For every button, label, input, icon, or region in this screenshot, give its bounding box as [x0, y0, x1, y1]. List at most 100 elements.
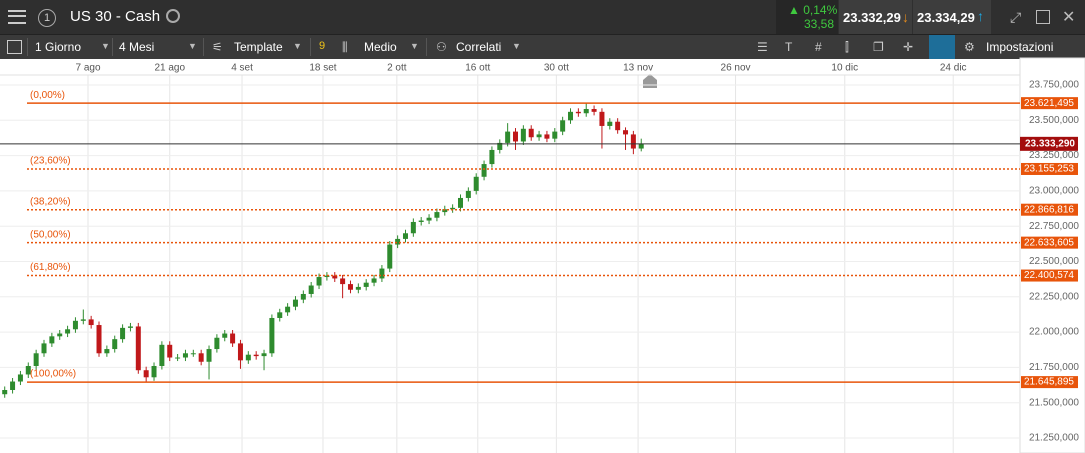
- candle-body: [135, 326, 141, 371]
- fib-value-label: 23.155,253: [1024, 164, 1074, 175]
- caret: ▼: [512, 41, 521, 51]
- change-box: ▲ 0,14% 33,58: [776, 0, 838, 34]
- fib-label: (38,20%): [30, 196, 71, 207]
- fib-label: (61,80%): [30, 262, 71, 273]
- candle-body: [520, 128, 526, 142]
- candle-body: [591, 109, 597, 112]
- search-button[interactable]: [166, 9, 180, 23]
- x-tick-label: 26 nov: [721, 63, 751, 74]
- indicator-tool[interactable]: ⫿: [845, 40, 849, 54]
- caret: ▼: [101, 41, 110, 51]
- candle-body: [167, 344, 173, 358]
- fib-label: (100,00%): [30, 369, 76, 380]
- x-tick-label: 16 ott: [465, 63, 490, 74]
- candle-body: [253, 354, 259, 357]
- crosshair-tool[interactable]: ✛: [903, 40, 914, 54]
- buy-arrow: ↑: [977, 8, 984, 24]
- candle-body: [434, 212, 440, 218]
- candle-body: [457, 197, 463, 208]
- candle-body: [513, 131, 519, 142]
- average-select[interactable]: Medio: [364, 40, 397, 54]
- candle-body: [481, 164, 487, 177]
- x-tick-label: 2 ott: [387, 63, 407, 74]
- candle-body: [575, 111, 581, 114]
- candle-body: [17, 374, 23, 382]
- symbol[interactable]: US 30 - Cash: [70, 8, 161, 25]
- now-marker: [643, 74, 657, 88]
- range-select[interactable]: 4 Mesi: [119, 40, 155, 54]
- candle-body: [402, 233, 408, 239]
- candle-body: [347, 284, 353, 290]
- candle-body: [615, 121, 621, 131]
- candle-body: [489, 149, 495, 165]
- candle-body: [528, 128, 534, 138]
- candle-body: [143, 370, 149, 378]
- candle-body: [230, 333, 236, 344]
- candle-body: [599, 111, 605, 126]
- last-price-tag: [1020, 136, 1078, 151]
- candle-body: [536, 134, 542, 138]
- copy-tool[interactable]: ❐: [873, 40, 884, 54]
- candle-body: [2, 389, 8, 395]
- caret: ▼: [188, 41, 197, 51]
- x-tick-label: 4 set: [231, 63, 253, 74]
- candle-body: [623, 130, 629, 135]
- candle-body: [261, 353, 267, 357]
- y-tick-label: 21.250,000: [1029, 433, 1079, 444]
- related-select[interactable]: Correlati: [456, 40, 502, 54]
- buy-button[interactable]: 23.334,29 ↑: [913, 0, 991, 34]
- candle-body: [10, 381, 16, 390]
- settings-button[interactable]: Impostazioni: [986, 40, 1054, 54]
- candle-body: [104, 349, 110, 354]
- caret: ▼: [293, 41, 302, 51]
- candle-body: [33, 353, 39, 366]
- text-tool[interactable]: T: [785, 40, 793, 54]
- grid-tool[interactable]: #: [815, 40, 822, 54]
- sell-button[interactable]: 23.332,29 ↓: [839, 0, 912, 34]
- tool-icon[interactable]: ☰: [757, 40, 768, 54]
- candle-body: [127, 326, 133, 328]
- menu-button[interactable]: [8, 10, 26, 24]
- candle-body: [285, 306, 291, 313]
- fib-value-tag: [1021, 97, 1078, 110]
- y-tick-label: 23.250,000: [1029, 150, 1079, 161]
- candle-body: [426, 217, 432, 221]
- layout-button[interactable]: [7, 40, 22, 54]
- y-tick-label: 22.500,000: [1029, 256, 1079, 267]
- label-tool[interactable]: [929, 35, 955, 59]
- y-tick-label: 22.250,000: [1029, 291, 1079, 302]
- settings-icon: ⚙: [964, 40, 975, 54]
- y-tick-label: 23.750,000: [1029, 80, 1079, 91]
- fib-value-label: 22.633,605: [1024, 237, 1074, 248]
- candle-body: [355, 286, 361, 290]
- popout-button[interactable]: [1036, 10, 1050, 24]
- interval-select[interactable]: 1 Giorno: [35, 40, 82, 54]
- y-tick-label: 21.750,000: [1029, 362, 1079, 373]
- candle-body: [340, 278, 346, 285]
- info-button[interactable]: 1: [38, 9, 56, 27]
- candle-body: [159, 344, 165, 366]
- x-tick-label: 13 nov: [623, 63, 653, 74]
- sell-price: 23.332,29: [843, 10, 901, 25]
- candle-body: [57, 333, 63, 337]
- y-tick-label: 23.500,000: [1029, 115, 1079, 126]
- fib-label: (50,00%): [30, 229, 71, 240]
- close-button[interactable]: ✕: [1062, 9, 1076, 26]
- candle-body: [237, 343, 243, 361]
- fib-value-label: 22.866,816: [1024, 204, 1074, 215]
- fib-value-tag: [1021, 269, 1078, 282]
- candle-body: [630, 134, 636, 149]
- expand-button[interactable]: ⤢: [1010, 9, 1022, 25]
- separator: [203, 38, 204, 56]
- candle-body: [395, 238, 401, 245]
- indicator-count[interactable]: 9: [319, 40, 326, 52]
- y-tick-label: 22.750,000: [1029, 221, 1079, 232]
- candle-body: [41, 343, 47, 354]
- caret: ▼: [410, 41, 419, 51]
- chart-type-icon: ⫼: [342, 40, 348, 54]
- candle-body: [638, 143, 644, 149]
- candle-body: [214, 337, 220, 350]
- template-select[interactable]: Template: [234, 40, 283, 54]
- fib-value-label: 23.621,495: [1024, 98, 1074, 109]
